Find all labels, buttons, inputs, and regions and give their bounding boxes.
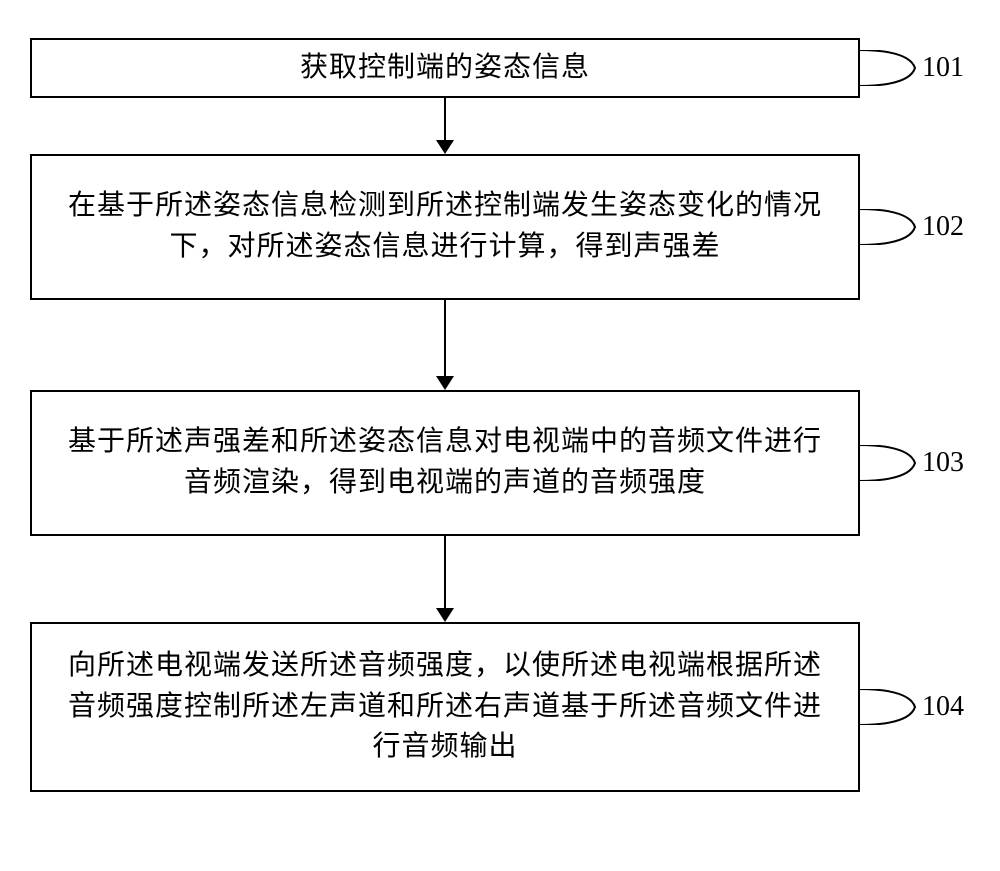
flow-step: 基于所述声强差和所述姿态信息对电视端中的音频文件进行音频渲染，得到电视端的声道的… [30, 390, 970, 536]
flow-step: 获取控制端的姿态信息 101 [30, 38, 970, 98]
reference-number: 102 [922, 211, 964, 243]
flow-arrow [30, 536, 860, 622]
flow-step: 向所述电视端发送所述音频强度，以使所述电视端根据所述音频强度控制所述左声道和所述… [30, 622, 970, 792]
step-text: 获取控制端的姿态信息 [300, 48, 590, 89]
reference-number: 104 [922, 691, 964, 723]
step-box: 向所述电视端发送所述音频强度，以使所述电视端根据所述音频强度控制所述左声道和所述… [30, 622, 860, 792]
reference-connector: 101 [860, 38, 970, 98]
reference-number: 101 [922, 52, 964, 84]
step-box: 在基于所述姿态信息检测到所述控制端发生姿态变化的情况下，对所述姿态信息进行计算，… [30, 154, 860, 300]
step-text: 向所述电视端发送所述音频强度，以使所述电视端根据所述音频强度控制所述左声道和所述… [54, 646, 836, 768]
flow-arrow [30, 300, 860, 390]
step-text: 基于所述声强差和所述姿态信息对电视端中的音频文件进行音频渲染，得到电视端的声道的… [54, 422, 836, 503]
step-text: 在基于所述姿态信息检测到所述控制端发生姿态变化的情况下，对所述姿态信息进行计算，… [54, 186, 836, 267]
step-box: 获取控制端的姿态信息 [30, 38, 860, 98]
reference-connector: 103 [860, 390, 970, 536]
flow-step: 在基于所述姿态信息检测到所述控制端发生姿态变化的情况下，对所述姿态信息进行计算，… [30, 154, 970, 300]
flow-arrow [30, 98, 860, 154]
step-box: 基于所述声强差和所述姿态信息对电视端中的音频文件进行音频渲染，得到电视端的声道的… [30, 390, 860, 536]
reference-connector: 104 [860, 622, 970, 792]
reference-number: 103 [922, 447, 964, 479]
reference-connector: 102 [860, 154, 970, 300]
